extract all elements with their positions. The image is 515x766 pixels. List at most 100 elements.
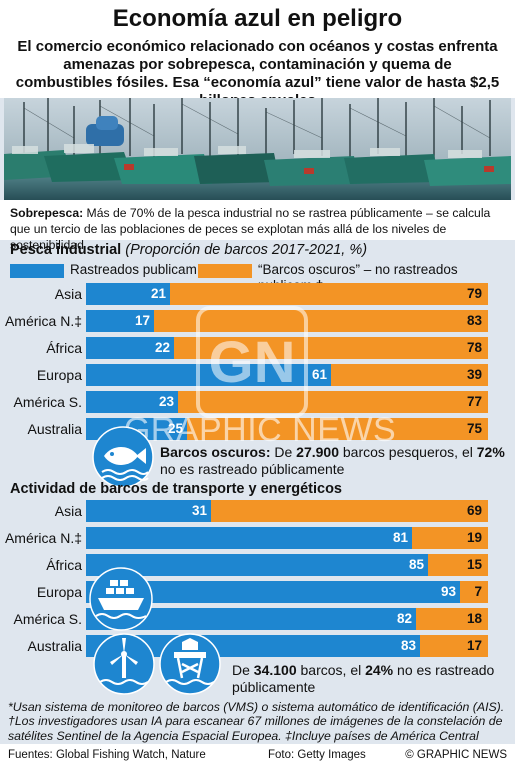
chart-1-value-tracked: 17 xyxy=(134,313,150,328)
chart-2-value-dark: 15 xyxy=(466,557,482,572)
callout-2-mid: barcos, el xyxy=(296,662,366,678)
page-subtitle: El comercio económico relacionado con oc… xyxy=(15,38,500,109)
chart-1-bar-tracked xyxy=(86,391,178,413)
chart-2-value-tracked: 85 xyxy=(408,557,424,572)
chart-1-bar-row: 22 78 xyxy=(86,337,488,359)
chart-1-value-tracked: 23 xyxy=(158,394,174,409)
chart-2-category-label: África xyxy=(46,557,82,573)
cargo-ship-icon xyxy=(88,566,154,632)
chart-2-bar-dark xyxy=(420,635,488,657)
chart-2-bar-row: 93 7 xyxy=(86,581,488,603)
chart-1-subtitle: (Proporción de barcos 2017-2021, %) xyxy=(125,242,368,258)
intro-label: Sobrepesca: xyxy=(10,206,84,220)
footer-photo: Foto: Getty Images xyxy=(268,749,366,761)
chart-1-bar-row: 21 79 xyxy=(86,283,488,305)
chart-1-bar-dark xyxy=(331,364,488,386)
chart-1-bar-row: 23 77 xyxy=(86,391,488,413)
footer-credit: © GRAPHIC NEWS xyxy=(405,749,507,761)
chart-1-bar-tracked xyxy=(86,364,331,386)
chart-1-bar-tracked xyxy=(86,310,154,332)
chart-1-value-dark: 83 xyxy=(466,313,482,328)
chart-2-bar-dark xyxy=(428,554,488,576)
chart-1-value-dark: 75 xyxy=(466,421,482,436)
legend-swatch-tracked xyxy=(10,264,64,278)
chart-2-category-label: Asia xyxy=(54,503,82,519)
fishing-boats-photo xyxy=(4,98,511,200)
chart-2-value-dark: 17 xyxy=(466,638,482,653)
chart-2-category-label: América S. xyxy=(13,611,82,627)
chart-2-title: Actividad de barcos de transporte y ener… xyxy=(10,481,342,497)
chart-2-bar-tracked xyxy=(86,554,428,576)
page-title: Economía azul en peligro xyxy=(112,5,403,32)
chart-1-bar-tracked xyxy=(86,337,174,359)
chart-2-bar-tracked xyxy=(86,608,416,630)
chart-2-value-tracked: 82 xyxy=(396,611,412,626)
chart-1-title: Pesca industrial (Proporción de barcos 2… xyxy=(10,241,367,259)
callout-1-num: 27.900 xyxy=(296,444,339,460)
chart-1-category-label: África xyxy=(46,340,82,356)
footer: Fuentes: Global Fishing Watch, Nature Fo… xyxy=(0,744,515,766)
watermark-text: GRAPHIC NEWS xyxy=(123,411,397,449)
header-panel xyxy=(0,0,515,98)
wind-turbine-icon xyxy=(92,632,156,696)
chart-1-value-tracked: 21 xyxy=(150,286,166,301)
chart-1-category-label: América S. xyxy=(13,394,82,410)
chart-1-bar-row: 25 75 xyxy=(86,418,488,440)
footnote-1: *Usan sistema de monitoreo de barcos (VM… xyxy=(8,700,505,714)
chart-1-bar-tracked xyxy=(86,283,170,305)
logo-letters: GN xyxy=(209,330,296,395)
callout-2-end: no es rastreado públicamente xyxy=(232,662,495,695)
chart-1-value-dark: 78 xyxy=(466,340,482,355)
chart-1-bar-row: 17 83 xyxy=(86,310,488,332)
chart-1-category-label: Europa xyxy=(36,367,82,383)
callout-1-end: no es rastreado públicamente xyxy=(160,461,345,477)
intro-text: Sobrepesca: Más de 70% de la pesca indus… xyxy=(10,205,507,253)
chart-2-callout: De 34.100 barcos, el 24% no es rastreado… xyxy=(232,662,502,696)
chart-2-bar-dark xyxy=(412,527,488,549)
chart-1-value-tracked: 22 xyxy=(154,340,170,355)
fish-icon xyxy=(92,426,154,488)
chart-2-category-label: Europa xyxy=(36,584,82,600)
graphic-news-logo: GN xyxy=(196,306,308,418)
chart-1-value-tracked: 25 xyxy=(167,421,183,436)
chart-1-value-dark: 77 xyxy=(466,394,482,409)
chart-2-category-label: América N.‡ xyxy=(4,530,82,546)
chart-2-category-label: Australia xyxy=(27,638,82,654)
legend-swatch-dark xyxy=(198,264,252,278)
chart-1-category-label: Australia xyxy=(27,421,82,437)
chart-2-value-tracked: 83 xyxy=(400,638,416,653)
chart-2-value-dark: 18 xyxy=(466,611,482,626)
chart-1-value-dark: 79 xyxy=(466,286,482,301)
chart-2-bar-tracked xyxy=(86,527,412,549)
chart-2-bar-dark xyxy=(416,608,488,630)
chart-2-bar-row: 85 15 xyxy=(86,554,488,576)
callout-2-pre: De xyxy=(232,662,254,678)
chart-2-value-tracked: 93 xyxy=(440,584,456,599)
chart-2-value-dark: 69 xyxy=(466,503,482,518)
chart-1-bar-dark xyxy=(187,418,488,440)
chart-1-callout: Barcos oscuros: De 27.900 barcos pesquer… xyxy=(160,444,505,478)
chart-2-bar-row: 82 18 xyxy=(86,608,488,630)
callout-1-lead: Barcos oscuros: xyxy=(160,444,271,460)
chart-1-bar-dark xyxy=(174,337,488,359)
callout-1-mid: De xyxy=(270,444,297,460)
footnote-2: †Los investigadores usan IA para escanea… xyxy=(8,714,503,743)
chart-2-bar-row: 81 19 xyxy=(86,527,488,549)
chart-1-bar-dark xyxy=(154,310,488,332)
callout-2-pct: 24% xyxy=(365,662,394,678)
chart-1-value-tracked: 61 xyxy=(311,367,327,382)
chart-1-bar-dark xyxy=(178,391,488,413)
chart-2-value-dark: 7 xyxy=(474,584,482,599)
chart-2-value-tracked: 31 xyxy=(191,503,207,518)
chart-1-category-label: Asia xyxy=(54,286,82,302)
callout-1-pct: 72% xyxy=(476,444,505,460)
chart-1-title-text: Pesca industrial xyxy=(10,242,122,258)
footer-sources: Fuentes: Global Fishing Watch, Nature xyxy=(8,749,206,761)
callout-2-num: 34.100 xyxy=(253,662,297,678)
chart-1-bar-dark xyxy=(170,283,488,305)
chart-2-bar-tracked xyxy=(86,581,460,603)
chart-1-value-dark: 39 xyxy=(466,367,482,382)
chart-2-bar-row: 31 69 xyxy=(86,500,488,522)
oil-rig-icon xyxy=(158,632,222,696)
chart-2-bar-dark xyxy=(211,500,488,522)
